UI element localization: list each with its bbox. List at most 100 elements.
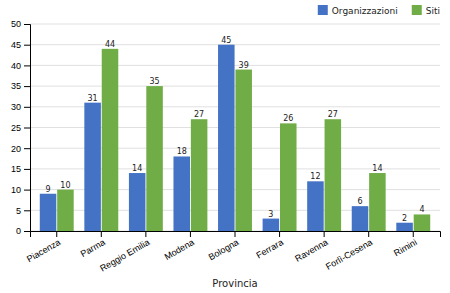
legend-item: Organizzazioni	[318, 5, 398, 16]
legend-item: Siti	[412, 5, 440, 16]
x-tick-label: Rimini	[392, 237, 419, 258]
grid-line	[30, 24, 440, 25]
y-tick-label: 0	[16, 226, 21, 236]
grid-line	[30, 44, 440, 45]
y-tick-label: 30	[11, 102, 21, 112]
y-tick-label: 5	[16, 206, 21, 216]
bar	[57, 190, 74, 231]
y-tick-mark	[24, 45, 30, 46]
y-tick: 50	[11, 19, 30, 29]
grid-line	[30, 65, 440, 66]
x-tick-mark	[145, 231, 146, 237]
bar	[235, 70, 252, 231]
data-labels: 9311418453126210443527392627144	[45, 36, 424, 223]
data-label: 14	[372, 164, 382, 173]
y-tick-mark	[24, 169, 30, 170]
y-tick: 0	[16, 226, 30, 236]
data-label: 3	[268, 210, 273, 219]
y-tick: 30	[11, 102, 30, 112]
x-tick-label: Ravenna	[293, 237, 329, 264]
x-axis: Piacenza ParmaReggio Emilia Modena Bologna F…	[25, 231, 440, 274]
data-label: 10	[60, 181, 70, 190]
bar	[191, 119, 208, 231]
y-axis: 0 5 10 15 20 25 30 35 40 45 50	[11, 19, 31, 236]
bar	[40, 194, 57, 231]
x-tick-label: Modena	[163, 237, 196, 262]
data-label: 6	[357, 197, 362, 206]
y-tick-label: 25	[11, 123, 21, 133]
x-tick-mark	[56, 231, 57, 237]
bar	[84, 103, 101, 231]
y-tick-mark	[24, 65, 30, 66]
data-label: 27	[194, 110, 204, 119]
x-tick: Reggio Emilia	[98, 231, 151, 274]
x-tick-mark	[279, 231, 280, 237]
bar-series	[40, 45, 413, 231]
data-label: 26	[283, 114, 293, 123]
y-tick-label: 35	[11, 81, 21, 91]
bar	[263, 219, 280, 231]
plot: 9311418453126210443527392627144051015202…	[11, 19, 441, 273]
y-tick-mark	[24, 128, 30, 129]
x-tick-mark	[101, 231, 102, 237]
legend-label: Organizzazioni	[332, 6, 398, 16]
bar	[173, 156, 190, 231]
x-tick-mark	[413, 231, 414, 237]
bar	[129, 173, 146, 231]
data-label: 44	[105, 40, 115, 49]
x-tick: Bologna	[207, 231, 241, 262]
bar	[307, 181, 324, 231]
data-label: 18	[177, 147, 187, 156]
y-tick-mark	[24, 107, 30, 108]
data-label: 45	[221, 36, 231, 45]
x-tick: Rimini	[392, 231, 419, 258]
x-tick-mark	[235, 231, 236, 237]
y-tick-label: 50	[11, 19, 21, 29]
bars	[40, 45, 430, 231]
bar	[102, 49, 119, 231]
bar	[218, 45, 235, 231]
bar-series	[57, 49, 430, 231]
x-tick-mark	[368, 231, 369, 237]
bar	[146, 86, 163, 231]
legend-label: Siti	[426, 6, 440, 16]
data-label: 4	[419, 205, 424, 214]
bar	[369, 173, 386, 231]
y-tick-mark	[24, 190, 30, 191]
x-tick: Piacenza	[25, 231, 62, 264]
x-axis-line	[31, 232, 441, 238]
x-tick: Parma	[79, 231, 107, 259]
y-tick: 35	[11, 81, 30, 91]
x-tick-mark	[190, 231, 191, 237]
y-tick-label: 20	[11, 144, 21, 154]
x-tick-label: Ferrara	[254, 237, 285, 260]
x-tick: Ravenna	[293, 231, 329, 264]
data-label: 39	[239, 61, 249, 70]
y-tick-label: 10	[11, 185, 21, 195]
x-tick: Modena	[163, 231, 196, 262]
y-tick-mark	[24, 210, 30, 211]
x-axis-title: Provincia	[212, 278, 257, 289]
x-tick-label: Piacenza	[25, 237, 62, 264]
data-label: 2	[402, 214, 407, 223]
y-tick: 40	[11, 61, 30, 71]
bar	[396, 223, 413, 231]
bar	[414, 214, 431, 231]
y-tick-mark	[24, 86, 30, 87]
x-tick-label: Forlì-Cesena	[324, 237, 374, 272]
y-tick: 45	[11, 40, 30, 50]
x-tick-label: Parma	[79, 237, 107, 259]
y-tick-label: 15	[11, 164, 21, 174]
y-tick-mark	[24, 231, 30, 232]
y-tick-mark	[24, 24, 30, 25]
y-tick-label: 45	[11, 40, 21, 50]
data-label: 12	[310, 172, 320, 181]
y-tick: 25	[11, 123, 30, 133]
data-label: 35	[149, 77, 159, 86]
legend-swatch	[318, 5, 328, 15]
bar	[280, 123, 297, 231]
y-tick-mark	[24, 148, 30, 149]
data-label: 31	[88, 94, 98, 103]
x-tick: Ferrara	[254, 231, 285, 261]
x-tick-mark	[324, 231, 325, 237]
